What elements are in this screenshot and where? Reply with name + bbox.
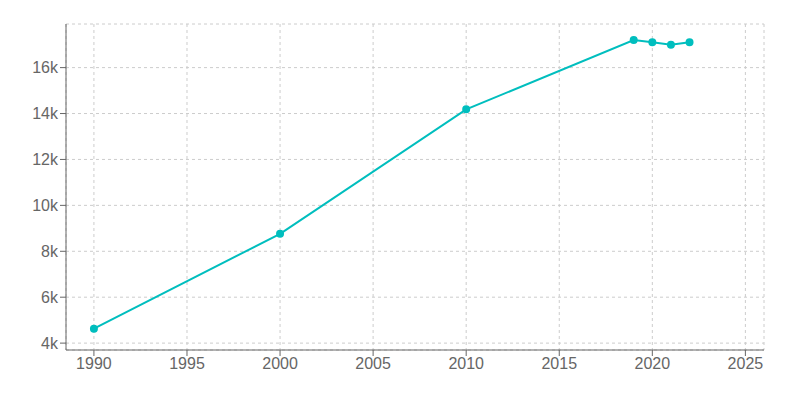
svg-text:2020: 2020: [635, 355, 671, 372]
svg-text:1995: 1995: [169, 355, 205, 372]
svg-text:16k: 16k: [32, 59, 59, 76]
svg-text:1990: 1990: [76, 355, 112, 372]
svg-text:8k: 8k: [41, 243, 59, 260]
svg-text:12k: 12k: [32, 151, 59, 168]
svg-text:4k: 4k: [41, 335, 59, 352]
svg-text:2005: 2005: [355, 355, 391, 372]
svg-text:2000: 2000: [262, 355, 298, 372]
svg-text:14k: 14k: [32, 105, 59, 122]
svg-text:2025: 2025: [728, 355, 764, 372]
svg-text:2015: 2015: [541, 355, 577, 372]
svg-text:2010: 2010: [448, 355, 484, 372]
svg-text:10k: 10k: [32, 197, 59, 214]
svg-text:6k: 6k: [41, 289, 59, 306]
